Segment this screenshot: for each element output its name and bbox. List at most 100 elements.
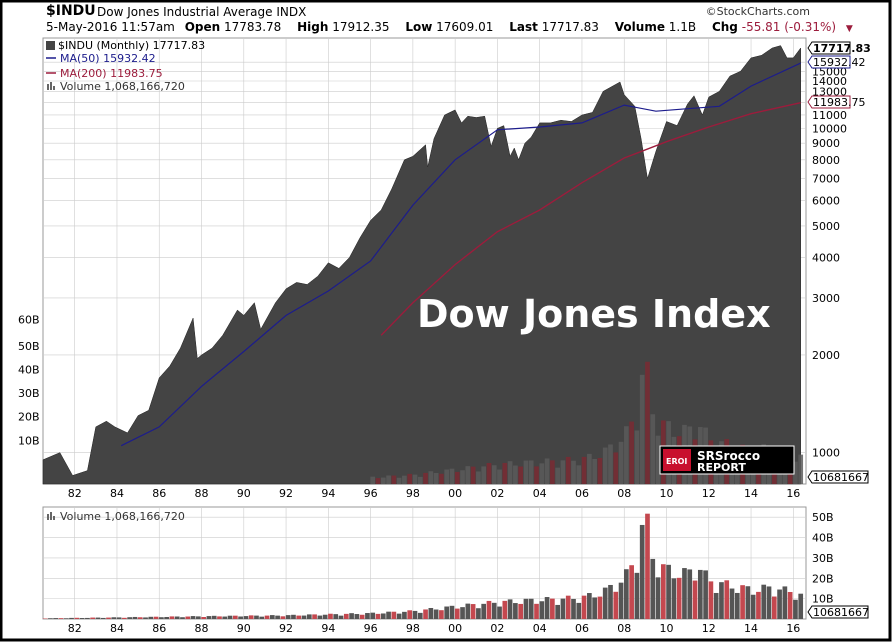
volume-bar — [639, 524, 645, 619]
volume-bar — [116, 617, 122, 619]
volume-x-tick-label: 82 — [68, 622, 82, 635]
price-volume-overlay-bar — [555, 467, 560, 484]
volume-bar — [497, 606, 502, 619]
price-volume-overlay-bar — [444, 469, 450, 484]
price-volume-overlay-bar — [613, 452, 619, 484]
price-volume-overlay-bar — [639, 374, 645, 484]
price-volume-overlay-bar — [465, 466, 471, 484]
volume-bar — [491, 602, 497, 619]
volume-bar — [729, 588, 735, 619]
price-y-tick-label: 6000 — [812, 194, 840, 207]
volume-bar — [465, 603, 471, 619]
price-volume-overlay-bar — [370, 476, 376, 484]
volume-bar — [391, 611, 397, 619]
volume-x-tick-label: 06 — [575, 622, 589, 635]
volume-bar — [798, 593, 804, 619]
chg-down-icon: ▼ — [845, 24, 853, 34]
volume-bar — [386, 611, 391, 619]
volume-bar — [613, 591, 619, 619]
ma50-tag: 15932.42 — [807, 55, 866, 69]
volume-panel: Volume 1,068,166,720 10B 20B 30B 40B 50B 106… — [42, 506, 869, 635]
volume-bar — [58, 618, 64, 619]
volume-bar — [259, 616, 265, 619]
volume-bar — [507, 599, 513, 619]
overlay-y-tick-label: 40B — [18, 363, 40, 376]
volume-x-tick-label: 08 — [617, 622, 631, 635]
volume-bar — [222, 616, 228, 619]
price-volume-overlay-bar — [624, 426, 629, 484]
volume-bar — [396, 613, 402, 619]
overlay-y-tick-label: 10B — [18, 434, 40, 447]
price-volume-overlay-bar — [565, 456, 571, 484]
volume-bar — [312, 614, 317, 619]
price-volume-overlay-bar — [528, 460, 534, 484]
stats-line: 5-May-2016 11:57am Open 17783.78 High 17… — [46, 20, 865, 34]
volume-bar — [127, 617, 132, 619]
volume-x-tick-label: 12 — [702, 622, 716, 635]
legend-ma200: MA(200) 11983.75 — [60, 67, 163, 80]
volume-x-tick-label: 88 — [195, 622, 209, 635]
srsrocco-logo: EROI SRSrocco REPORT — [659, 445, 795, 475]
volume-y-tick-label: 10B — [812, 593, 834, 606]
volume-bar — [624, 569, 629, 619]
price-volume-overlay-bar — [486, 463, 492, 484]
price-x-tick-label: 02 — [490, 487, 504, 500]
volume-bar — [481, 603, 487, 619]
volume-bar — [523, 598, 529, 619]
volume-bar — [343, 613, 349, 619]
volume-bar — [85, 617, 90, 619]
volume-x-tick-label: 86 — [152, 622, 166, 635]
price-y-tick-label: 9000 — [812, 137, 840, 150]
volume-bar — [528, 598, 534, 619]
volume-bar — [338, 615, 344, 619]
volume-bar — [333, 614, 339, 619]
ma200-tag: 11983.75 — [807, 95, 866, 109]
price-x-tick-label: 86 — [152, 487, 166, 500]
volume-bar — [576, 602, 582, 619]
volume-x-tick-label: 14 — [744, 622, 758, 635]
volume-bar — [581, 595, 587, 619]
logo-badge-text: EROI — [666, 457, 687, 466]
volume-x-tick-label: 84 — [110, 622, 124, 635]
price-x-tick-label: 16 — [786, 487, 800, 500]
price-x-tick-label: 08 — [617, 487, 631, 500]
volume-bar — [476, 608, 481, 619]
price-legend: $INDU (Monthly) 17717.83 MA(50) 15932.42… — [46, 39, 205, 93]
volume-x-tick-label: 16 — [786, 622, 800, 635]
overlay-volume-y-axis: 10B 20B 30B 40B 50B 60B — [18, 313, 40, 447]
volume-bar — [592, 597, 597, 619]
price-volume-overlay-bar — [481, 466, 487, 484]
high-value: 17912.35 — [332, 20, 390, 34]
legend-volume-icon — [47, 82, 55, 90]
price-volume-overlay-bar — [386, 475, 391, 484]
last-label: Last — [509, 20, 538, 34]
overlay-y-tick-label: 60B — [18, 313, 40, 326]
logo-badge-icon — [663, 449, 691, 471]
price-volume-overlay-bar — [798, 454, 804, 484]
price-x-tick-label: 04 — [533, 487, 547, 500]
volume-x-tick-label: 92 — [279, 622, 293, 635]
volume-x-tick-label: 90 — [237, 622, 251, 635]
volume-bar — [756, 591, 761, 619]
volume-bar — [53, 618, 59, 619]
volume-bar — [771, 596, 777, 619]
price-volume-overlay-bar — [597, 458, 603, 484]
price-volume-overlay-bar — [454, 471, 460, 484]
price-volume-overlay-bar — [407, 473, 413, 484]
price-x-tick-label: 96 — [364, 487, 378, 500]
price-volume-overlay-bar — [650, 414, 656, 484]
price-volume-overlay-bar — [502, 462, 508, 484]
logo-line1: SRSrocco — [697, 449, 760, 463]
price-volume-overlay-bar — [587, 453, 592, 484]
volume-bar — [745, 586, 751, 619]
volume-y-tick-label: 50B — [812, 511, 834, 524]
volume-bar — [375, 613, 381, 619]
price-y-tick-label: 15000 — [812, 65, 847, 78]
volume-bar — [766, 586, 772, 619]
legend-price: $INDU (Monthly) 17717.83 — [58, 39, 205, 52]
volume-legend-icon — [47, 512, 55, 520]
price-volume-overlay-bar — [396, 477, 402, 484]
price-y-tick-label: 3000 — [812, 292, 840, 305]
price-volume-overlay-bar — [618, 441, 624, 484]
